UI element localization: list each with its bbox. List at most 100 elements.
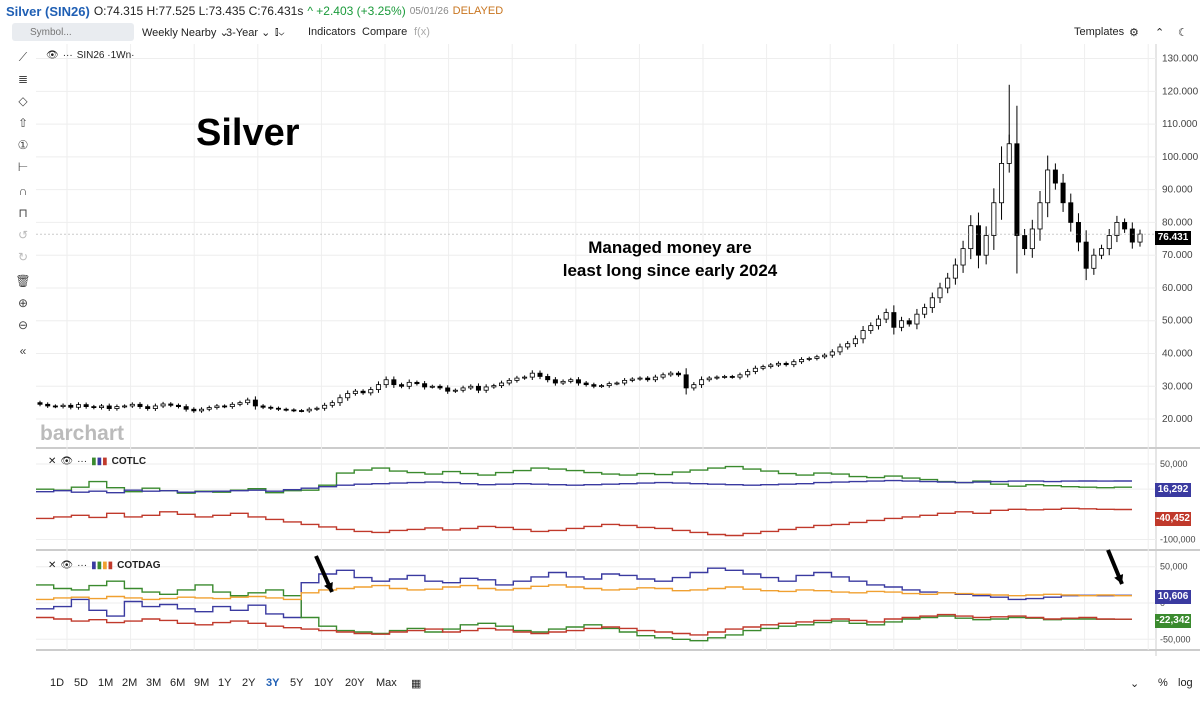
y-tick-label: 20.000 [1162, 414, 1193, 425]
templates-button[interactable]: Templates [1074, 26, 1125, 38]
zoom-out-icon[interactable]: ⊖ [17, 318, 29, 332]
expand-icon[interactable]: ⌃ [1155, 27, 1165, 39]
period-5y[interactable]: 5Y [290, 677, 304, 689]
series-line-green [36, 580, 1132, 642]
candle [91, 406, 97, 409]
eye-icon[interactable]: 👁 [46, 50, 59, 61]
range-dropdown[interactable]: 3-Year ⌄ [226, 27, 271, 39]
measure-tool-icon[interactable]: ⊢ [17, 160, 29, 174]
candle [414, 381, 420, 385]
redo-icon[interactable]: ↻ [17, 250, 29, 264]
period-2m[interactable]: 2M [122, 677, 138, 689]
candle [206, 407, 212, 410]
candle [1091, 254, 1097, 269]
period-10y[interactable]: 10Y [314, 677, 334, 689]
close-icon[interactable]: ✕ [48, 456, 57, 467]
candle [745, 371, 751, 376]
cotlc-last-red: -40,452 [1155, 512, 1191, 526]
period-1m[interactable]: 1M [98, 677, 114, 689]
annotation-arrowhead [324, 582, 333, 592]
compare-button[interactable]: Compare [362, 26, 408, 38]
series-line-orange [36, 584, 1132, 601]
candle [306, 408, 312, 412]
symbol-search-input[interactable] [12, 23, 134, 41]
eye-icon[interactable]: 👁 [60, 560, 74, 571]
moon-icon[interactable]: ☾ [1178, 27, 1188, 39]
candle [1052, 169, 1058, 184]
candle [622, 379, 628, 384]
log-toggle[interactable]: log [1178, 677, 1193, 689]
period-3y[interactable]: 3Y [266, 677, 280, 689]
candle [268, 406, 274, 409]
candle [37, 402, 43, 405]
cotdag-last-red: -22,342 [1155, 614, 1191, 628]
candle [360, 390, 366, 394]
zoom-in-icon[interactable]: ⊕ [17, 296, 29, 310]
candle [452, 389, 458, 392]
cotdag-label: COTDAG [117, 560, 161, 571]
candle [145, 406, 151, 409]
fib-tool-icon[interactable]: ≣ [17, 72, 29, 86]
gear-icon[interactable]: ⚙ [1129, 27, 1139, 39]
period-20y[interactable]: 20Y [345, 677, 365, 689]
fx-button[interactable]: f(x) [414, 26, 430, 38]
candle [560, 380, 566, 384]
period-3m[interactable]: 3M [146, 677, 162, 689]
chart-canvas[interactable]: Jun '23Aug '23Oct '23Dec '23Feb '24Apr '… [36, 44, 1200, 656]
magnet-icon[interactable]: ∩ [18, 184, 28, 198]
candle [860, 330, 866, 340]
candles-icon[interactable]: ⫾⌄ [275, 26, 285, 38]
candle [922, 307, 928, 315]
period-1d[interactable]: 1D [50, 677, 65, 689]
candle [837, 346, 843, 353]
line-tool-icon[interactable]: ⟋ [18, 50, 28, 64]
y-tick-label: 50,000 [1160, 459, 1188, 469]
candle [175, 404, 181, 408]
period-6m[interactable]: 6M [170, 677, 186, 689]
price-panel-header: 👁 ··· SIN26 ·1Wn· [46, 50, 135, 61]
candle [799, 359, 805, 363]
candle [483, 386, 489, 391]
candle [929, 297, 935, 309]
candle [491, 385, 497, 388]
annotation-arrowhead [1114, 574, 1124, 584]
indicators-button[interactable]: Indicators [308, 26, 356, 38]
calendar-icon[interactable]: ▦ [411, 678, 422, 690]
lock-icon[interactable]: ⊓ [18, 206, 28, 220]
candle [529, 372, 535, 378]
percent-toggle[interactable]: % [1158, 677, 1168, 689]
candle [329, 402, 335, 406]
period-max[interactable]: Max [376, 677, 397, 689]
frequency-dropdown[interactable]: Weekly Nearby ⌄ [142, 27, 229, 39]
y-tick-label: 70.000 [1162, 250, 1193, 261]
candle [252, 399, 258, 407]
period-2y[interactable]: 2Y [242, 677, 256, 689]
candle [499, 382, 505, 387]
period-9m[interactable]: 9M [194, 677, 210, 689]
candle [168, 403, 174, 406]
scroll-down-icon[interactable]: ⌄ [1130, 678, 1140, 690]
chart-toolbar: ⚲ Weekly Nearby ⌄ 3-Year ⌄ ⫾⌄ Indicators… [0, 22, 1200, 44]
annotation-tool-icon[interactable]: ① [17, 138, 29, 152]
barchart-watermark: barchart [40, 422, 125, 445]
arrow-tool-icon[interactable]: ⇧ [17, 116, 29, 130]
eye-icon[interactable]: 👁 [60, 456, 74, 467]
candle [245, 399, 251, 404]
candle [106, 405, 112, 409]
shape-tool-icon[interactable]: ◇ [18, 94, 28, 108]
period-5d[interactable]: 5D [74, 677, 89, 689]
ohlc-values: O:74.315 H:77.525 L:73.435 C:76.431s [93, 4, 304, 18]
collapse-icon[interactable]: « [19, 344, 27, 358]
candle [375, 384, 381, 390]
trash-icon[interactable]: 🗑 [15, 274, 31, 288]
candle [75, 404, 81, 408]
y-tick-label: 100.000 [1162, 152, 1199, 163]
candle [791, 361, 797, 366]
undo-icon[interactable]: ↺ [17, 228, 29, 242]
period-1y[interactable]: 1Y [218, 677, 232, 689]
candle [999, 163, 1005, 204]
close-icon[interactable]: ✕ [48, 560, 57, 571]
candle [768, 364, 774, 368]
symbol-title[interactable]: Silver (SIN26) [6, 3, 90, 19]
candle [645, 377, 651, 381]
